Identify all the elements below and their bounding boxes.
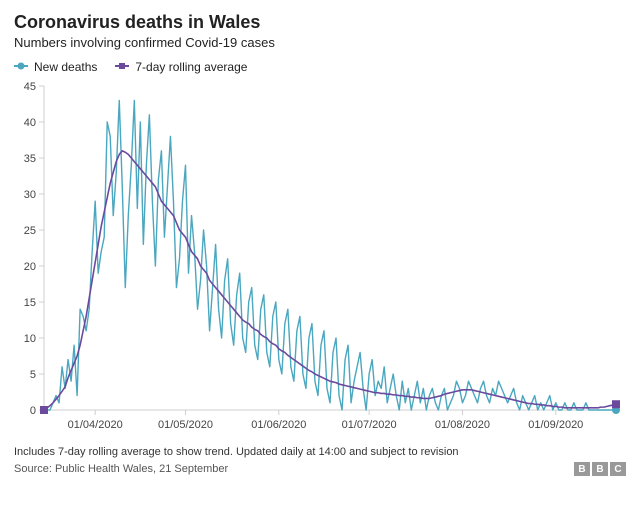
bbc-logo: B B C [574, 462, 626, 476]
svg-text:30: 30 [24, 189, 36, 201]
legend-swatch-new-deaths [14, 60, 28, 74]
svg-text:40: 40 [24, 117, 36, 129]
svg-text:0: 0 [30, 405, 36, 417]
chart-svg: 0 5 10 15 20 25 30 35 40 45 01/04/2020 01/05/2020 01… [14, 80, 626, 440]
source-row: Source: Public Health Wales, 21 Septembe… [14, 462, 626, 476]
svg-text:01/05/2020: 01/05/2020 [158, 419, 213, 431]
svg-text:25: 25 [24, 225, 36, 237]
svg-text:01/06/2020: 01/06/2020 [251, 419, 306, 431]
svg-text:01/07/2020: 01/07/2020 [342, 419, 397, 431]
chart-container: Coronavirus deaths in Wales Numbers invo… [0, 0, 640, 508]
chart-subtitle: Numbers involving confirmed Covid-19 cas… [14, 35, 626, 50]
legend-label-rolling-avg: 7-day rolling average [135, 60, 247, 74]
legend-item-new-deaths: New deaths [14, 60, 97, 74]
svg-text:01/04/2020: 01/04/2020 [68, 419, 123, 431]
svg-text:20: 20 [24, 261, 36, 273]
bbc-logo-b1: B [574, 462, 590, 476]
svg-text:15: 15 [24, 297, 36, 309]
svg-text:35: 35 [24, 153, 36, 165]
chart-source: Source: Public Health Wales, 21 Septembe… [14, 463, 228, 475]
svg-text:01/09/2020: 01/09/2020 [528, 419, 583, 431]
svg-text:5: 5 [30, 369, 36, 381]
svg-text:45: 45 [24, 81, 36, 93]
chart-legend: New deaths 7-day rolling average [14, 60, 626, 74]
legend-label-new-deaths: New deaths [34, 60, 97, 74]
bbc-logo-c: C [610, 462, 626, 476]
chart-plot: 0 5 10 15 20 25 30 35 40 45 01/04/2020 01/05/2020 01… [14, 80, 626, 440]
legend-item-rolling-avg: 7-day rolling average [115, 60, 247, 74]
svg-text:01/08/2020: 01/08/2020 [435, 419, 490, 431]
bbc-logo-b2: B [592, 462, 608, 476]
legend-swatch-rolling-avg [115, 60, 129, 74]
chart-footnote: Includes 7-day rolling average to show t… [14, 446, 626, 458]
chart-title: Coronavirus deaths in Wales [14, 12, 626, 33]
svg-text:10: 10 [24, 333, 36, 345]
